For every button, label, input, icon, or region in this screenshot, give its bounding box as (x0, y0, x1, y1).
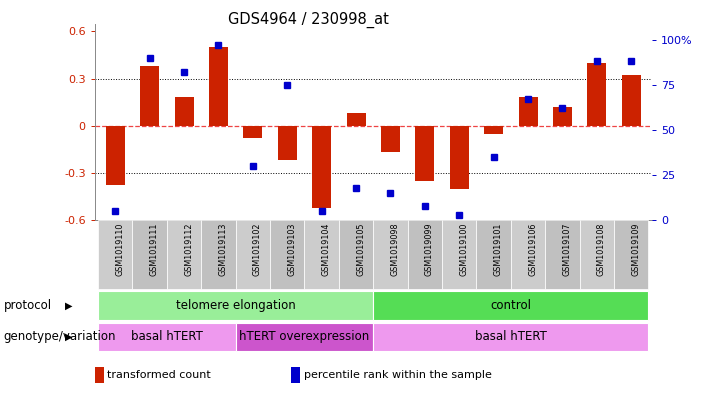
Bar (622, 75, 641, 126)
Text: GSM1019113: GSM1019113 (219, 222, 228, 275)
Bar (580, 220, 614, 289)
Bar (304, 220, 339, 289)
Bar (614, 220, 648, 289)
Bar (519, 97, 538, 126)
Text: GSM1019112: GSM1019112 (184, 222, 193, 275)
Bar (381, 126, 400, 152)
Text: GSM1019111: GSM1019111 (150, 222, 158, 275)
Text: GSM1019109: GSM1019109 (632, 222, 640, 275)
Bar (408, 220, 442, 289)
Bar (339, 220, 374, 289)
Bar (209, 47, 228, 126)
Bar (346, 113, 365, 126)
Text: ▶: ▶ (65, 332, 72, 342)
Text: transformed count: transformed count (107, 370, 211, 380)
Text: control: control (491, 299, 531, 312)
Text: GSM1019100: GSM1019100 (459, 222, 468, 275)
Bar (175, 97, 193, 126)
Bar (545, 220, 580, 289)
Bar (416, 126, 435, 181)
Text: GSM1019107: GSM1019107 (562, 222, 571, 275)
Bar (587, 63, 606, 126)
Bar (98, 292, 374, 320)
Bar (484, 126, 503, 134)
Bar (278, 126, 297, 160)
Text: basal hTERT: basal hTERT (475, 331, 547, 343)
Text: GDS4964 / 230998_at: GDS4964 / 230998_at (228, 12, 389, 28)
Text: GSM1019104: GSM1019104 (322, 222, 331, 275)
Bar (167, 220, 201, 289)
Bar (374, 220, 408, 289)
Bar (106, 126, 125, 185)
Bar (374, 323, 648, 351)
Text: GSM1019099: GSM1019099 (425, 222, 434, 276)
Text: GSM1019106: GSM1019106 (528, 222, 537, 275)
Bar (270, 220, 304, 289)
Text: GSM1019105: GSM1019105 (356, 222, 365, 275)
Bar (553, 107, 572, 126)
Bar (98, 323, 236, 351)
Bar (442, 220, 477, 289)
Text: GSM1019102: GSM1019102 (253, 222, 262, 275)
Text: protocol: protocol (4, 299, 52, 312)
Text: GSM1019101: GSM1019101 (494, 222, 503, 275)
Bar (243, 126, 262, 138)
Bar (312, 126, 331, 208)
Text: GSM1019098: GSM1019098 (390, 222, 400, 275)
Bar (477, 220, 511, 289)
Bar (236, 220, 270, 289)
Text: genotype/variation: genotype/variation (4, 331, 116, 343)
Text: GSM1019110: GSM1019110 (115, 222, 124, 275)
Bar (374, 292, 648, 320)
Bar (511, 220, 545, 289)
Bar (450, 126, 469, 189)
Text: basal hTERT: basal hTERT (131, 331, 203, 343)
Text: GSM1019103: GSM1019103 (287, 222, 297, 275)
Bar (236, 323, 374, 351)
Text: ▶: ▶ (65, 301, 72, 310)
Text: percentile rank within the sample: percentile rank within the sample (304, 370, 491, 380)
Bar (98, 220, 132, 289)
Bar (132, 220, 167, 289)
Text: hTERT overexpression: hTERT overexpression (239, 331, 369, 343)
Text: telomere elongation: telomere elongation (176, 299, 296, 312)
Bar (201, 220, 236, 289)
Bar (140, 66, 159, 126)
Text: GSM1019108: GSM1019108 (597, 222, 606, 275)
